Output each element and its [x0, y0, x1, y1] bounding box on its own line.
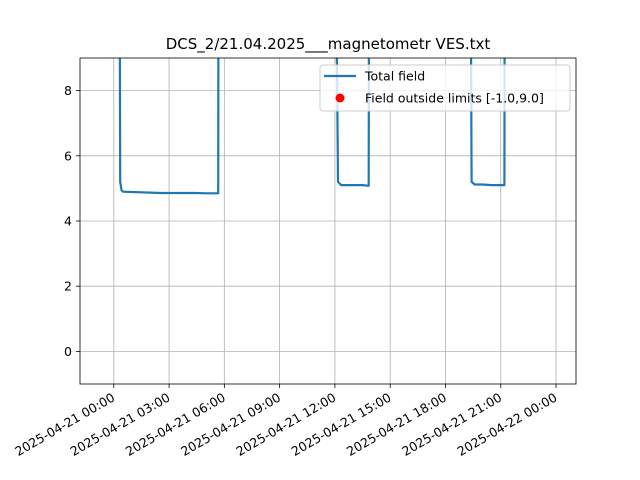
x-tick-label: 2025-04-21 00:00: [12, 390, 117, 459]
y-tick-label: 0: [64, 344, 72, 359]
x-tick-label: 2025-04-21 18:00: [344, 390, 449, 459]
x-tick-label: 2025-04-21 03:00: [68, 390, 173, 459]
total-field-line-segment: [335, 58, 370, 187]
y-tick-label: 2: [64, 279, 72, 294]
x-tick-label: 2025-04-21 21:00: [399, 390, 504, 459]
chart-title: DCS_2/21.04.2025___magnetometr VES.txt: [166, 35, 491, 54]
legend-box: [319, 64, 571, 112]
series-layer: [118, 58, 506, 195]
legend-label-outside-limits: Field outside limits [-1.0,9.0]: [365, 91, 544, 106]
x-tick-label: 2025-04-21 09:00: [178, 390, 283, 459]
legend-label-total-field: Total field: [364, 69, 425, 84]
y-tick-label: 4: [64, 214, 72, 229]
x-tick-label: 2025-04-21 06:00: [123, 390, 228, 459]
y-tick-label: 8: [64, 83, 72, 98]
total-field-line-segment: [118, 58, 220, 195]
y-tick-label: 6: [64, 148, 72, 163]
total-field-line-segment: [469, 58, 506, 187]
x-tick-label: 2025-04-21 12:00: [233, 390, 338, 459]
legend: Total field Field outside limits [-1.0,9…: [319, 64, 571, 112]
legend-marker-swatch: [335, 93, 345, 103]
x-tick-label: 2025-04-22 00:00: [454, 390, 559, 459]
y-axis: 0 2 4 6 8: [64, 83, 80, 359]
x-tick-label: 2025-04-21 15:00: [289, 390, 394, 459]
